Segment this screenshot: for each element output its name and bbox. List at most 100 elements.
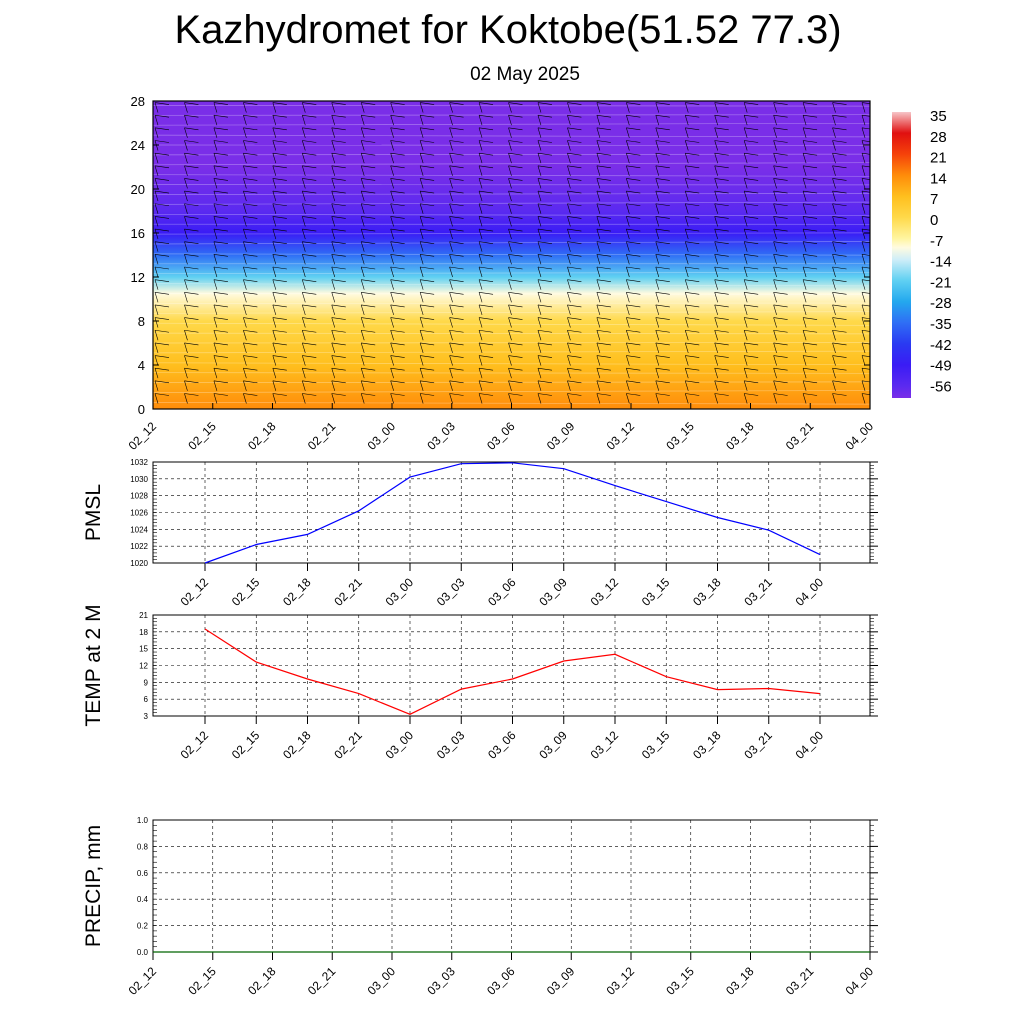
wind-barb xyxy=(596,203,601,214)
wind-barb xyxy=(419,178,424,189)
wind-barb xyxy=(508,330,512,341)
wind-barb xyxy=(390,342,394,353)
wind-barb xyxy=(684,368,689,379)
wind-barb xyxy=(302,153,306,164)
wind-barb-flag xyxy=(508,178,523,181)
wind-barb-flag xyxy=(243,292,258,295)
wind-barb-flag xyxy=(861,102,870,104)
wind-barb xyxy=(243,355,247,366)
wind-barb-flag xyxy=(420,317,435,320)
wind-barb-flag xyxy=(655,329,670,333)
wind-barb xyxy=(773,191,777,202)
wind-barb xyxy=(360,342,365,353)
wind-barb-flag xyxy=(773,266,788,270)
wind-barb xyxy=(154,380,159,391)
wind-barb xyxy=(567,127,571,138)
wind-barb-flag xyxy=(361,165,376,169)
wind-barb xyxy=(596,266,601,278)
wind-barb xyxy=(832,266,836,278)
wind-barb-flag xyxy=(508,380,523,384)
wind-barb-flag xyxy=(361,190,376,194)
wind-barb xyxy=(184,102,188,113)
wind-barb-flag xyxy=(537,393,553,396)
wind-barb-flag xyxy=(272,304,287,308)
wind-barb xyxy=(537,279,542,290)
x-tick-label: 03_00 xyxy=(365,419,399,453)
wind-barb-flag xyxy=(302,165,317,169)
wind-barb-flag xyxy=(420,152,435,156)
x-tick-label: 03_18 xyxy=(690,728,724,762)
wind-barb xyxy=(802,317,807,328)
wind-barb xyxy=(832,153,836,164)
wind-barb xyxy=(567,254,571,265)
wind-barb-flag xyxy=(832,342,847,346)
wind-barb-flag xyxy=(714,380,729,384)
wind-barb xyxy=(743,380,748,391)
wind-barb-flag xyxy=(744,152,759,156)
wind-barb xyxy=(360,165,365,176)
x-tick-label: 03_15 xyxy=(639,728,673,762)
wind-barb xyxy=(626,241,630,252)
wind-barb-flag xyxy=(567,241,582,244)
x-tick-label: 03_21 xyxy=(783,419,817,453)
wind-barb-flag xyxy=(596,140,611,143)
wind-barb xyxy=(184,317,188,328)
wind-barb xyxy=(449,330,453,341)
precip-panel: 0.0 0.2 0.4 0.6 0.8 1.0 02_12 02_15 02_18 02_21 03… xyxy=(82,816,878,998)
wind-barb xyxy=(360,228,365,240)
wind-barb-flag xyxy=(655,127,670,131)
wind-barb-flag xyxy=(803,266,818,270)
wind-barb xyxy=(478,115,483,126)
wind-barb xyxy=(773,304,777,316)
wind-barb xyxy=(360,355,365,366)
wind-barb-flag xyxy=(537,114,553,118)
wind-barb-flag xyxy=(272,266,287,270)
wind-barb-flag xyxy=(361,216,376,219)
wind-barb xyxy=(773,266,777,278)
wind-barb-flag xyxy=(213,317,228,320)
wind-barb-flag xyxy=(302,367,317,371)
colorbar-label: 0 xyxy=(930,212,938,229)
wind-barb-flag xyxy=(685,152,700,156)
x-tick-label: 03_18 xyxy=(690,575,724,609)
wind-barb-flag xyxy=(331,114,346,118)
wind-barb xyxy=(272,203,277,214)
wind-barb-flag xyxy=(184,355,199,358)
wind-barb-flag xyxy=(449,304,464,308)
colorbar-label: -56 xyxy=(930,378,952,395)
wind-barb xyxy=(478,292,483,303)
wind-barb xyxy=(773,228,777,240)
wind-barb-flag xyxy=(596,127,611,131)
wind-barb xyxy=(684,153,689,164)
wind-barb xyxy=(832,102,836,113)
wind-barb-flag xyxy=(832,127,847,131)
wind-barb-flag xyxy=(861,241,870,244)
wind-barb xyxy=(655,115,660,126)
wind-barb xyxy=(684,355,689,366)
wind-barb-flag xyxy=(596,178,611,181)
wind-barb-flag xyxy=(508,203,523,207)
wind-barb xyxy=(743,342,748,353)
y-tick-label: 3 xyxy=(144,712,149,721)
wind-barb xyxy=(331,317,336,328)
wind-barb-flag xyxy=(272,241,287,244)
wind-barb-flag xyxy=(773,393,788,396)
wind-barb xyxy=(419,393,424,404)
wind-barb-flag xyxy=(302,127,317,131)
wind-barb-flag xyxy=(213,228,228,232)
wind-barb xyxy=(449,140,453,151)
wind-barb-flag xyxy=(420,165,435,169)
wind-barb xyxy=(508,241,512,252)
wind-barb-flag xyxy=(626,165,641,169)
wind-barb-flag xyxy=(508,254,523,257)
wind-barb-flag xyxy=(655,266,670,270)
wind-barb-flag xyxy=(302,190,317,194)
wind-barb xyxy=(714,115,718,126)
wind-barb xyxy=(360,102,365,113)
x-tick-label: 02_12 xyxy=(126,964,160,998)
wind-barb xyxy=(714,140,718,151)
wind-barb-flag xyxy=(213,216,228,219)
wind-barb-flag xyxy=(508,329,523,333)
wind-barb-flag xyxy=(184,216,199,219)
wind-barb xyxy=(331,279,336,290)
